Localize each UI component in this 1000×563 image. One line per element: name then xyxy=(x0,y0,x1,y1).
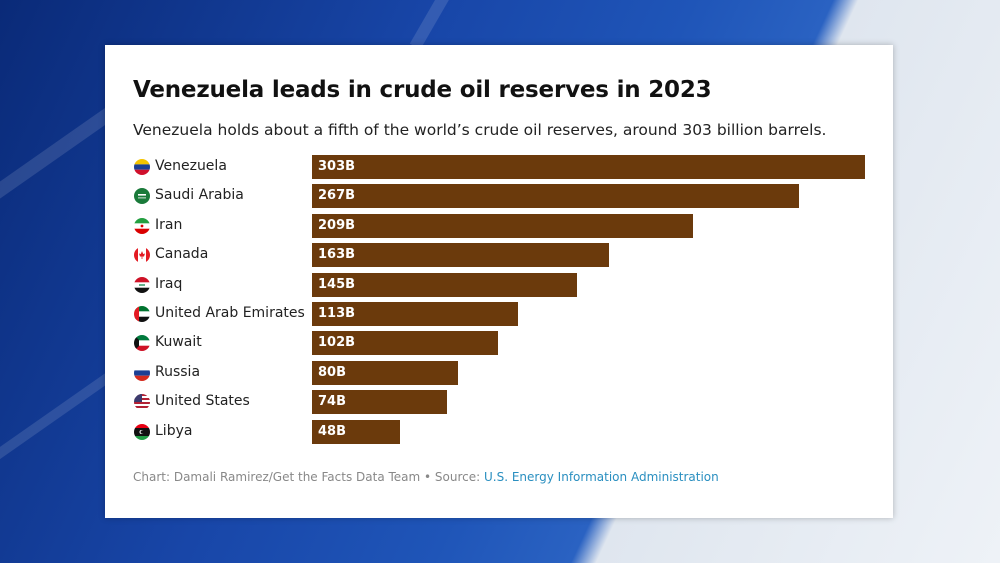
bar: 80B xyxy=(312,360,458,385)
venezuela-flag-icon xyxy=(134,159,150,175)
bar-row: Saudi Arabia 267B xyxy=(105,184,893,209)
bar-value-label: 267B xyxy=(318,188,356,204)
bar: 209B xyxy=(312,213,694,238)
iran-flag-icon xyxy=(134,217,150,234)
country-label: United States xyxy=(155,393,250,410)
bar-value-label: 102B xyxy=(318,335,356,351)
bar: 267B xyxy=(312,184,800,209)
bar-row: Iraq 145B xyxy=(105,272,893,297)
credit-text: Chart: Damali Ramirez/Get the Facts Data… xyxy=(133,470,484,484)
bar-value-label: 303B xyxy=(318,159,356,174)
canada-flag-icon xyxy=(134,247,150,264)
usa-flag-icon xyxy=(134,394,150,411)
bar: 48B xyxy=(312,419,400,444)
bar-row: Libya 48B xyxy=(105,419,893,444)
source-link[interactable]: U.S. Energy Information Administration xyxy=(484,470,719,484)
chart-title: Venezuela leads in crude oil reserves in… xyxy=(133,77,712,103)
bar-value-label: 48B xyxy=(318,423,346,439)
country-label: Russia xyxy=(155,363,201,380)
bar-value-label: 113B xyxy=(318,306,356,321)
country-label: Venezuela xyxy=(155,158,227,174)
chart-card: Venezuela leads in crude oil reserves in… xyxy=(105,45,893,518)
saudi-arabia-flag-icon xyxy=(134,188,150,205)
bar: 102B xyxy=(312,331,499,356)
bar-value-label: 163B xyxy=(318,247,356,263)
libya-flag-icon xyxy=(134,423,150,440)
bar-row: Canada 163B xyxy=(105,243,893,268)
country-label: United Arab Emirates xyxy=(155,305,305,321)
country-label: Saudi Arabia xyxy=(155,187,244,204)
bar: 113B xyxy=(312,302,519,326)
country-label: Iraq xyxy=(155,275,183,292)
bar-row: United Arab Emirates 113B xyxy=(105,302,893,326)
bar-value-label: 209B xyxy=(318,217,356,233)
country-label: Iran xyxy=(155,216,183,233)
bar-value-label: 80B xyxy=(318,364,346,380)
bar-row: Russia 80B xyxy=(105,360,893,385)
bar-row: Iran 209B xyxy=(105,213,893,238)
country-label: Canada xyxy=(155,246,209,263)
bar-row: Kuwait 102B xyxy=(105,331,893,356)
russia-flag-icon xyxy=(134,364,150,381)
country-label: Libya xyxy=(155,422,193,439)
bar-value-label: 74B xyxy=(318,394,346,410)
chart-footer: Chart: Damali Ramirez/Get the Facts Data… xyxy=(133,470,719,484)
background-streak xyxy=(409,0,491,50)
uae-flag-icon xyxy=(134,306,150,322)
kuwait-flag-icon xyxy=(134,335,150,352)
bar-row: United States 74B xyxy=(105,390,893,415)
bar-row: Venezuela 303B xyxy=(105,155,893,179)
country-label: Kuwait xyxy=(155,334,202,351)
bar: 163B xyxy=(312,243,610,268)
bar: 145B xyxy=(312,272,577,297)
iraq-flag-icon xyxy=(134,276,150,293)
bar-value-label: 145B xyxy=(318,276,356,292)
bar: 303B xyxy=(312,155,865,179)
chart-subtitle: Venezuela holds about a fifth of the wor… xyxy=(133,121,827,139)
bar: 74B xyxy=(312,390,448,415)
